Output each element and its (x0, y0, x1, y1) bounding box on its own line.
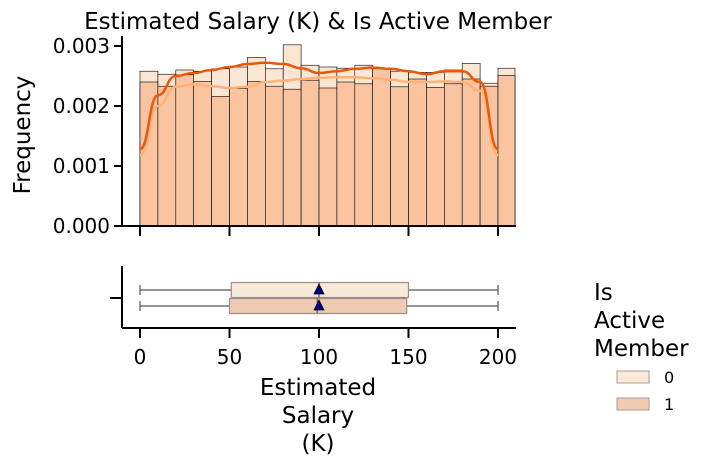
legend-label-0: 0 (664, 368, 674, 387)
hist-y-tick-label: 0.000 (53, 214, 110, 238)
hist-bar-1-11 (336, 81, 356, 227)
box-mean-marker (313, 299, 325, 311)
kde-line-0 (139, 75, 499, 157)
x-axis-label-line: (K) (301, 431, 334, 457)
box-x-tick-label: 0 (134, 345, 147, 369)
hist-bar-1-12 (354, 83, 373, 227)
box-x-tick-label: 150 (389, 345, 427, 369)
legend-title-line: Is (594, 280, 613, 306)
box-x-tick-label: 200 (479, 345, 517, 369)
legend-swatch-1 (616, 397, 650, 411)
hist-bar-1-3 (193, 81, 212, 227)
legend-label-1: 1 (664, 395, 674, 414)
legend-title-line: Member (594, 336, 689, 362)
box-x-tick-label: 50 (217, 345, 242, 369)
hist-bar-1-13 (372, 68, 391, 227)
hist-bar-1-20 (497, 75, 516, 227)
box-1 (139, 297, 499, 315)
hist-bar-1-7 (264, 85, 284, 227)
hist-y-tick-label: 0.003 (53, 34, 110, 58)
kde-line-1 (139, 61, 500, 151)
y-axis-label: Frequency (10, 76, 36, 195)
hist-bar-1-2 (175, 74, 195, 227)
box-0 (139, 281, 499, 299)
x-axis-label-line: Estimated (260, 375, 376, 401)
hist-bar-1-9 (300, 79, 320, 227)
hist-bar-1-4 (211, 96, 230, 227)
hist-y-tick-label: 0.001 (53, 154, 110, 178)
hist-series-1 (139, 68, 516, 227)
hist-bar-1-6 (247, 81, 266, 227)
hist-bar-1-10 (318, 87, 338, 227)
hist-bar-1-1 (157, 85, 177, 227)
hist-bar-1-5 (229, 88, 248, 227)
histogram-plot-area: 0.000 0.001 0.002 0.003 (53, 34, 516, 238)
hist-bar-1-17 (443, 83, 463, 227)
legend-swatch-0 (616, 370, 650, 384)
hist-bar-1-8 (282, 88, 302, 227)
hist-y-tick-label: 0.002 (53, 94, 110, 118)
hist-bar-1-14 (390, 86, 409, 227)
boxplot-area: 0 50 100 150 200 (110, 266, 517, 369)
chart-title: Estimated Salary (K) & Is Active Member (84, 9, 552, 35)
box-x-tick-label: 100 (300, 345, 338, 369)
x-axis-label-line: Salary (282, 403, 354, 429)
box-mean-marker (313, 283, 325, 295)
hist-bar-1-18 (461, 78, 481, 227)
hist-bar-1-16 (426, 87, 445, 227)
legend-title-line: Active (594, 308, 665, 334)
hist-bar-1-15 (408, 78, 427, 227)
